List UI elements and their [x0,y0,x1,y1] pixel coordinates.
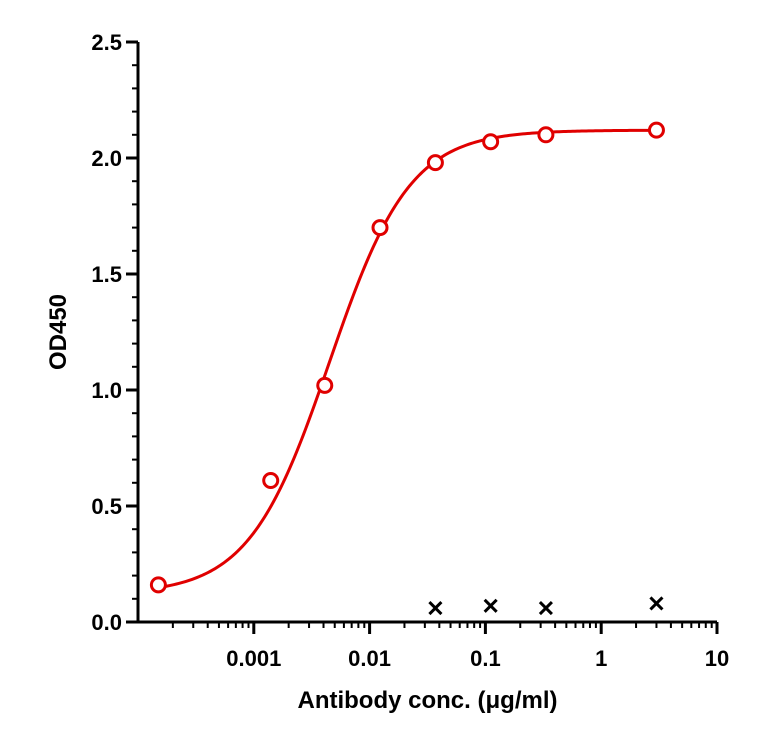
data-point [371,219,389,237]
y-axis-title: OD450 [45,294,72,370]
data-point-x [649,596,664,611]
y-tick-label: 0.0 [91,610,122,635]
data-point [537,126,555,144]
data-point-x [483,598,498,613]
x-axis: 0.001 0.01 0.1 1 10 [138,620,729,671]
plot-area [149,121,665,616]
x-tick-label: 0.1 [470,646,501,671]
data-point [149,576,167,594]
x-marker-stroke [483,598,498,613]
data-point [316,376,334,394]
x-tick-label: 0.01 [348,646,391,671]
x-marker-stroke [538,601,553,616]
x-tick-label: 0.001 [226,646,281,671]
fit-curve [158,128,657,590]
y-tick-label: 1.0 [91,378,122,403]
x-marker-stroke [428,601,443,616]
y-tick-label: 2.0 [91,146,122,171]
x-tick-label: 10 [705,646,729,671]
y-tick-label: 1.5 [91,262,122,287]
x-tick-label: 1 [595,646,607,671]
data-point [482,133,500,151]
data-point [426,154,444,172]
y-axis: 0.0 0.5 1.0 1.5 2.0 2.5 [91,30,140,635]
y-tick-label: 0.5 [91,494,122,519]
data-point-x [538,601,553,616]
data-point-x [428,601,443,616]
data-point [647,121,665,139]
y-tick-label: 2.5 [91,30,122,55]
x-marker-stroke [649,596,664,611]
data-point [262,471,280,489]
x-axis-title: Antibody conc. (μg/ml) [297,687,557,714]
